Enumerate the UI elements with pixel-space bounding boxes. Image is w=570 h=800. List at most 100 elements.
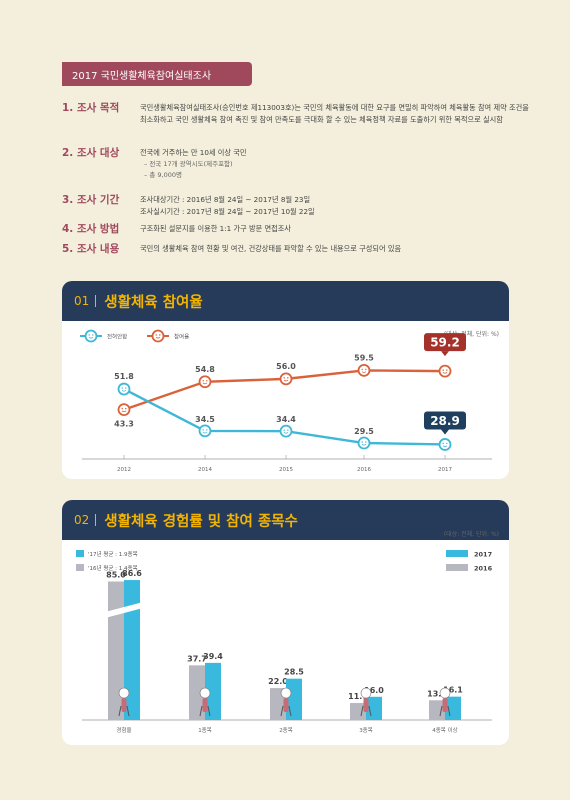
data-point-icon-eye [287, 429, 289, 431]
survey-row-sub: 조사실시기간 : 2017년 8월 24일 ~ 2017년 10월 22일 [140, 207, 315, 216]
person-icon-leg [199, 705, 203, 717]
survey-row-text: 조사대상기간 : 2016년 8월 24일 ~ 2017년 8월 23일 조사실시… [140, 194, 535, 218]
bar-value-label: 11.7 [348, 692, 368, 701]
data-label: 34.4 [276, 415, 296, 424]
axis-break-mark [105, 602, 143, 618]
data-point-icon-eye [121, 407, 123, 410]
legend-marker-icon [151, 329, 165, 343]
data-point-icon [357, 364, 371, 377]
data-point-icon-eye [202, 380, 204, 382]
experience-bar-chart: '17년 평균 : 1.9종목 '16년 평균 : 1.4종목 2017 2016 85… [76, 550, 493, 734]
legend-marker-icon-mouth [88, 336, 94, 339]
note-label: '17년 평균 : 1.9종목 [88, 550, 138, 558]
data-point-icon [117, 382, 131, 396]
person-icon [118, 687, 130, 717]
person-icon-leg [118, 705, 122, 717]
person-icon-body [283, 698, 289, 712]
person-icon-body [363, 698, 369, 712]
survey-row-text: 국민의 생활체육 참여 현황 및 여건, 건강상태를 파악할 수 있는 내용으로… [140, 243, 535, 255]
person-icon-head [118, 687, 130, 699]
bar-value-label: 39.4 [203, 652, 223, 661]
person-icon-head [199, 687, 211, 699]
person-icon-leg [447, 705, 451, 717]
legend-label: 참여율 [174, 333, 189, 341]
participation-line-chart: 전혀안함 참여율 2012 2014 2015 2016 2017 43.3 54.8 56.0 5… [80, 329, 492, 473]
survey-row-label: 4. 조사 방법 [62, 223, 120, 235]
survey-row-main: 전국에 거주하는 만 10세 이상 국민 [140, 148, 247, 157]
note-swatch [76, 550, 84, 557]
data-point-icon [117, 403, 131, 417]
data-point-icon [198, 424, 212, 438]
person-icon-head [439, 687, 451, 699]
data-point-icon [438, 364, 452, 378]
data-point-icon-mouth [283, 379, 289, 382]
category-label: 3종목 [359, 727, 373, 734]
person-icon [360, 687, 372, 717]
person-icon-body [121, 698, 127, 712]
highlight-value: 28.9 [430, 414, 460, 428]
person-icon [280, 687, 292, 717]
x-tick-label: 2016 [357, 467, 371, 473]
legend-marker-icon-eye [88, 334, 90, 336]
data-point-icon [279, 372, 293, 386]
data-point-icon-eye [283, 377, 285, 379]
survey-row-label: 5. 조사 내용 [62, 243, 120, 255]
x-tick-label: 2014 [198, 467, 212, 473]
data-point-icon-eye [442, 369, 444, 371]
data-point-icon-mouth [121, 389, 127, 392]
divider [95, 295, 97, 307]
experience-card: 02 생활체육 경험률 및 참여 종목수 (대상: 전체, 단위: %) '17… [62, 500, 509, 745]
survey-row-text: 전국에 거주하는 만 10세 이상 국민 – 전국 17개 광역시도(제주포함) –… [140, 147, 535, 181]
survey-row-label: 2. 조사 대상 [62, 147, 120, 159]
data-point-icon-eye [446, 442, 448, 445]
data-point-icon-eye [206, 380, 208, 382]
survey-row-main: 국민의 생활체육 참여 현황 및 여건, 건강상태를 파악할 수 있는 내용으로… [140, 244, 402, 253]
data-point-icon-eye [125, 387, 127, 389]
card-number: 02 [74, 513, 90, 527]
person-icon [199, 687, 211, 717]
bar [286, 678, 302, 720]
data-point-icon-mouth [361, 443, 367, 446]
bar-value-label: 16.0 [364, 686, 384, 695]
survey-title: 2017 국민생활체육참여실태조사 [62, 62, 252, 86]
category-label: 1종목 [198, 727, 212, 734]
data-point-icon-eye [125, 407, 127, 410]
data-point-icon-eye [442, 442, 444, 445]
survey-row-main: 구조화된 설문지를 이용한 1:1 가구 방문 면접조사 [140, 224, 291, 233]
card-title: 생활체육 참여율 [104, 294, 203, 311]
data-point-icon-mouth [202, 382, 208, 385]
bar [189, 665, 205, 720]
legend-marker-icon-eye [159, 334, 161, 336]
data-point-icon-eye [365, 368, 367, 371]
data-point-icon-eye [361, 441, 363, 443]
data-point-icon [438, 438, 452, 451]
data-point-icon-eye [361, 368, 363, 371]
data-label: 29.5 [354, 427, 374, 436]
legend-label: 2016 [474, 565, 493, 573]
data-point-icon-mouth [283, 432, 289, 434]
highlight-badge [424, 411, 466, 430]
bar [350, 703, 366, 720]
survey-title-text: 2017 국민생활체육참여실태조사 [72, 70, 212, 82]
bar-value-label: 22.0 [268, 677, 288, 686]
person-icon-leg [439, 705, 443, 717]
highlight-value: 59.2 [430, 336, 460, 350]
x-tick-label: 2015 [279, 467, 293, 473]
data-point-icon-mouth [442, 445, 448, 447]
data-point-icon-mouth [121, 410, 127, 413]
survey-row-sub: – 전국 17개 광역시도(제주포함) [144, 160, 233, 168]
data-label: 51.8 [114, 372, 134, 381]
survey-row-sub: – 총 9,000명 [144, 171, 182, 179]
data-point-icon-eye [287, 377, 289, 379]
badge-pointer [441, 351, 449, 357]
note-label: '16년 평균 : 1.4종목 [88, 564, 138, 572]
category-label: 2종목 [279, 727, 293, 734]
data-point-icon-eye [283, 429, 285, 431]
person-icon-body [202, 698, 208, 712]
bar-value-label: 85.0 [106, 571, 126, 580]
category-label: 4종목 이상 [432, 726, 458, 734]
person-icon-leg [360, 705, 364, 717]
bar [429, 700, 445, 720]
card-number: 01 [74, 294, 90, 308]
card-title: 생활체육 경험률 및 참여 종목수 [104, 513, 298, 530]
